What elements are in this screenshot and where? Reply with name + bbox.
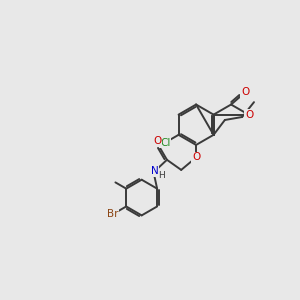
Text: Br: Br [107,209,118,219]
Text: H: H [158,171,165,180]
Text: O: O [245,110,253,120]
Text: N: N [151,166,159,176]
Text: O: O [241,87,249,97]
Text: O: O [153,136,161,146]
Text: O: O [192,152,200,162]
Text: Cl: Cl [160,138,170,148]
